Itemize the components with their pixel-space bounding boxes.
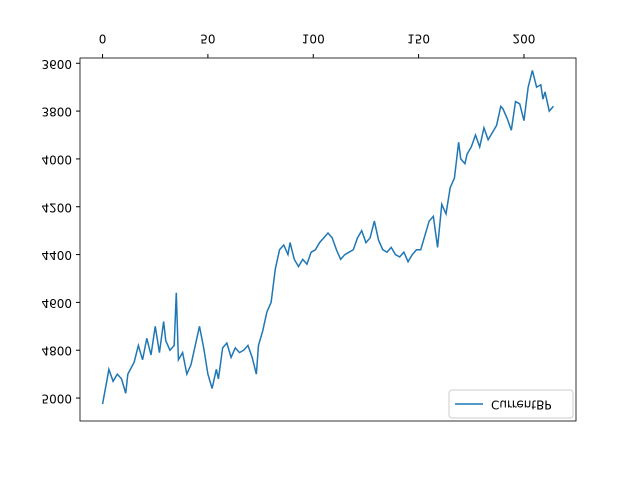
legend-box: [448, 389, 574, 419]
y-tick-label: 3800: [41, 105, 72, 119]
y-tick-label: 5000: [41, 392, 72, 406]
x-tick-label: 150: [407, 32, 430, 46]
y-tick-label: 4200: [41, 200, 72, 214]
y-tick-label: 4600: [41, 296, 72, 310]
x-tick-label: 100: [302, 32, 325, 46]
x-tick-label: 0: [99, 32, 107, 46]
y-tick-label: 3600: [41, 57, 72, 71]
plot: 0 50 100 150 200 3600 3800 4000 4200 4400 4600 4800…: [41, 32, 577, 422]
x-tick-label: 200: [513, 32, 536, 46]
y-tick-label: 4000: [41, 152, 72, 166]
data-line: [101, 70, 555, 405]
axes-frame: [79, 57, 577, 422]
y-tick-label: 4800: [41, 344, 72, 358]
legend-label: CurrentBP: [491, 398, 552, 412]
x-tick-label: 50: [200, 32, 215, 46]
y-tick-label: 4400: [41, 248, 72, 262]
